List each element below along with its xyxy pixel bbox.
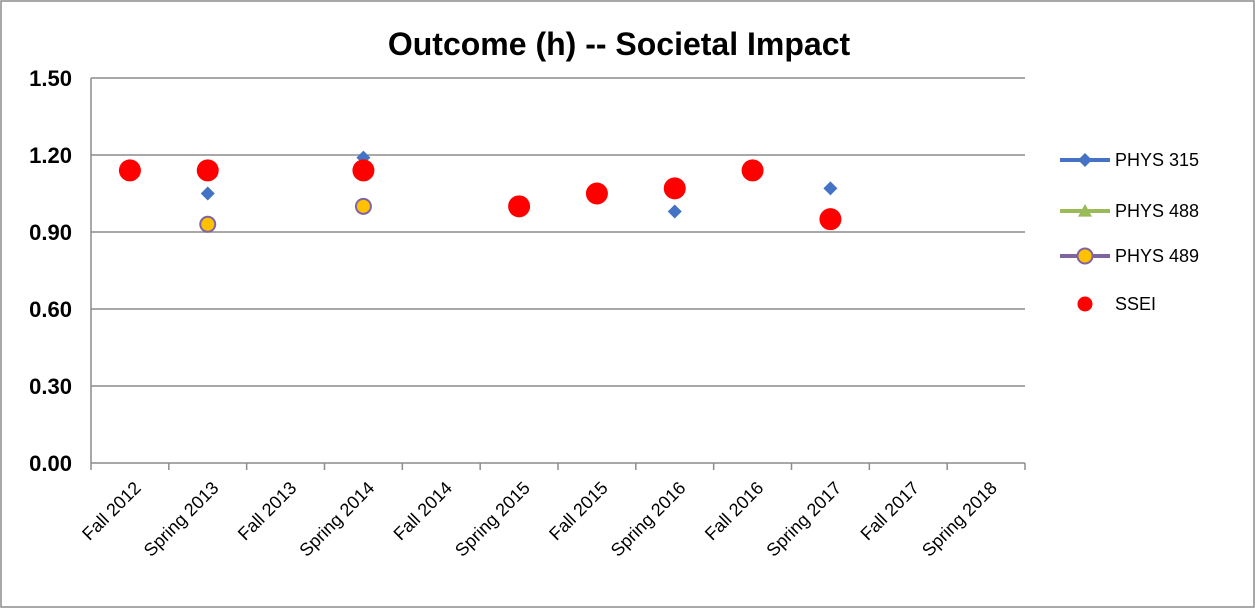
phys-315-point bbox=[667, 204, 682, 219]
y-tick-label: 0.90 bbox=[29, 220, 72, 245]
legend-marker-phys-489 bbox=[1076, 247, 1094, 265]
ssei-point bbox=[819, 208, 842, 231]
y-tick-label: 1.20 bbox=[29, 143, 72, 168]
y-tick-label: 0.30 bbox=[29, 374, 72, 399]
ssei-point bbox=[585, 182, 608, 205]
ssei-point bbox=[118, 159, 141, 182]
phys-315-point bbox=[200, 186, 215, 201]
legend-label-phys-489: PHYS 489 bbox=[1115, 246, 1199, 266]
chart-title: Outcome (h) -- Societal Impact bbox=[388, 26, 851, 62]
phys-315-point bbox=[823, 181, 838, 196]
legend-label-phys-488: PHYS 488 bbox=[1115, 201, 1199, 221]
ssei-point bbox=[741, 159, 764, 182]
ssei-point bbox=[352, 159, 375, 182]
legend-marker-phys-315 bbox=[1078, 153, 1092, 167]
legend-marker-ssei bbox=[1077, 296, 1093, 312]
legend-marker-phys-488 bbox=[1078, 204, 1092, 217]
ssei-point bbox=[508, 195, 531, 218]
ssei-point bbox=[196, 159, 219, 182]
phys-489-point bbox=[354, 197, 372, 215]
phys-489-point bbox=[199, 215, 217, 233]
y-tick-label: 1.50 bbox=[29, 66, 72, 91]
legend-label-ssei: SSEI bbox=[1115, 294, 1156, 314]
y-tick-label: 0.00 bbox=[29, 451, 72, 476]
ssei-point bbox=[663, 177, 686, 200]
legend-label-phys-315: PHYS 315 bbox=[1115, 150, 1199, 170]
y-tick-label: 0.60 bbox=[29, 297, 72, 322]
